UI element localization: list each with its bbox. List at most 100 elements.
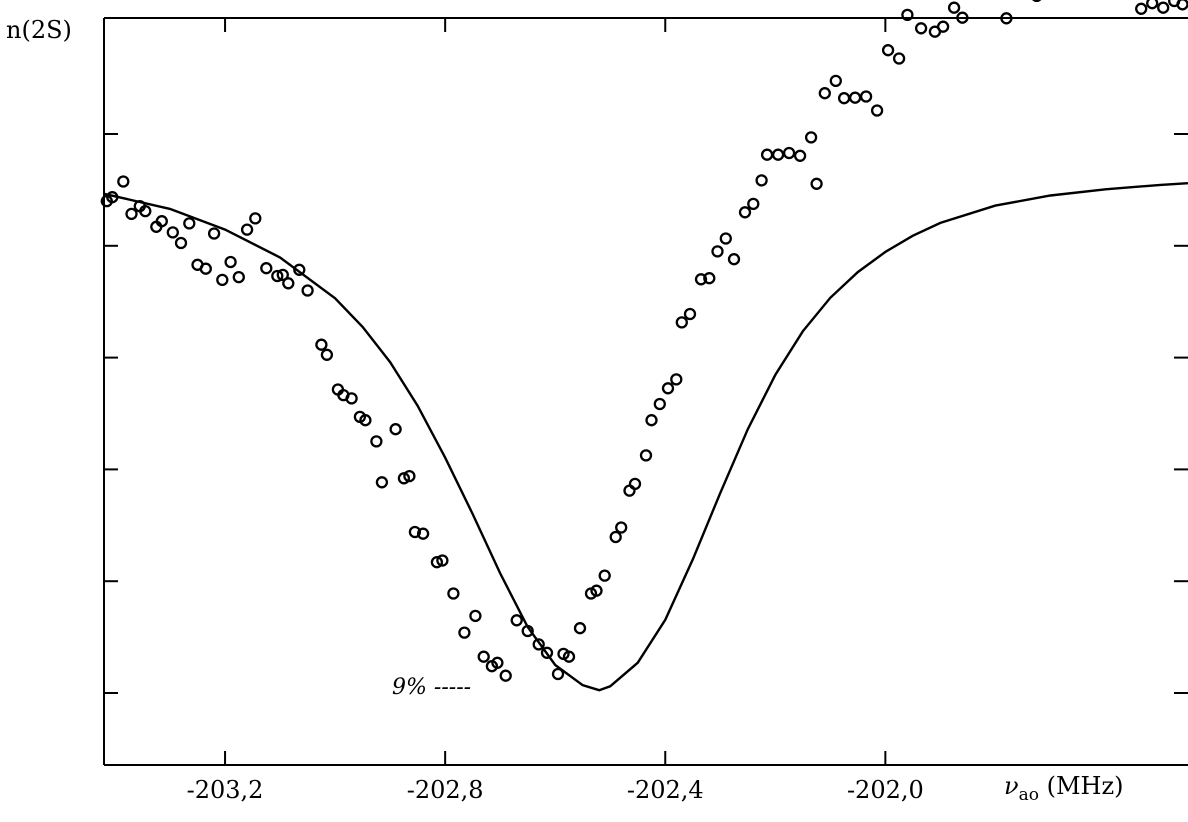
data-point [207,227,221,240]
data-point [760,148,774,161]
data-point [881,44,895,57]
data-point [793,149,807,162]
data-point [703,272,716,285]
data-point [375,476,389,489]
x-tick-label: -202,0 [846,776,924,804]
data-point [901,8,914,22]
data-point [1000,12,1013,25]
data-point [719,232,732,245]
data-point [106,191,119,204]
data-point [711,245,724,258]
data-point [403,469,416,483]
data-point [818,87,831,100]
data-point [282,277,295,290]
data-point [510,614,523,627]
data-point [771,148,785,161]
data-point [1135,2,1148,15]
data-point [469,609,482,623]
data-point [276,268,289,282]
data-point [216,273,229,287]
data-point [859,90,873,103]
data-point [947,1,961,14]
data-point [224,255,237,269]
data-point [540,646,554,659]
data-point [727,253,741,266]
data-point [1032,0,1042,3]
data-point [139,204,152,218]
data-point [249,212,262,225]
data-point [747,197,760,211]
data-point [260,262,273,275]
data-point [609,530,622,544]
data-point [628,477,642,491]
data-point [598,569,611,582]
data-point [397,472,411,485]
data-point [458,626,471,639]
data-point [870,104,884,117]
data-point [670,373,683,386]
data-point [117,175,130,188]
data-point [551,667,565,681]
data-point [436,554,449,567]
data-point [694,273,708,286]
data-point [645,414,658,427]
data-point [1157,1,1170,14]
data-point [477,650,490,663]
data-point [408,525,422,539]
data-point [837,92,851,105]
data-point [240,223,254,236]
data-point [532,638,545,651]
x-axis-label: νao (MHz) [1004,772,1123,805]
data-point [416,527,430,540]
data-point [590,584,603,597]
data-point [155,215,168,228]
data-point [782,146,796,160]
x-axis-unit: (MHz) [1046,772,1124,800]
fit-curve [103,182,1188,692]
x-axis-subscript: ao [1018,784,1039,805]
data-point [892,52,906,65]
data-point [359,414,372,427]
data-point [174,236,188,250]
data-point [430,556,444,569]
data-point [639,449,653,462]
data-point [1146,0,1159,10]
y-axis-label: n(2S) [6,16,72,44]
data-point [521,624,534,638]
data-point [623,484,636,497]
data-point [315,338,328,351]
data-point [738,206,752,219]
data-point [956,11,969,24]
data-point [320,348,334,361]
data-point [653,397,666,411]
min-annotation: 9% ----- [392,675,472,700]
axes-frame [103,17,1188,766]
data-point [125,207,138,221]
data-point [293,263,306,276]
data-point [562,650,576,663]
data-point [183,217,196,230]
data-point [829,74,842,88]
data-point [683,307,697,321]
x-tick-label: -203,2 [186,776,264,804]
data-point [661,382,675,395]
data-point [447,587,460,600]
data-point [615,521,628,534]
data-point [271,269,284,283]
x-tick-label: -202,4 [626,776,704,804]
data-point [675,316,688,329]
data-point [573,622,587,635]
data-point [804,131,818,144]
x-tick-label: -202,8 [406,776,484,804]
data-points [100,0,1188,682]
data-point [936,20,950,33]
data-point [491,656,504,669]
data-point [914,22,928,35]
data-point [848,91,862,104]
data-point [389,423,402,436]
data-point [370,435,383,448]
axis-ticks [104,18,1188,765]
data-point [232,270,245,284]
data-point [166,226,179,239]
